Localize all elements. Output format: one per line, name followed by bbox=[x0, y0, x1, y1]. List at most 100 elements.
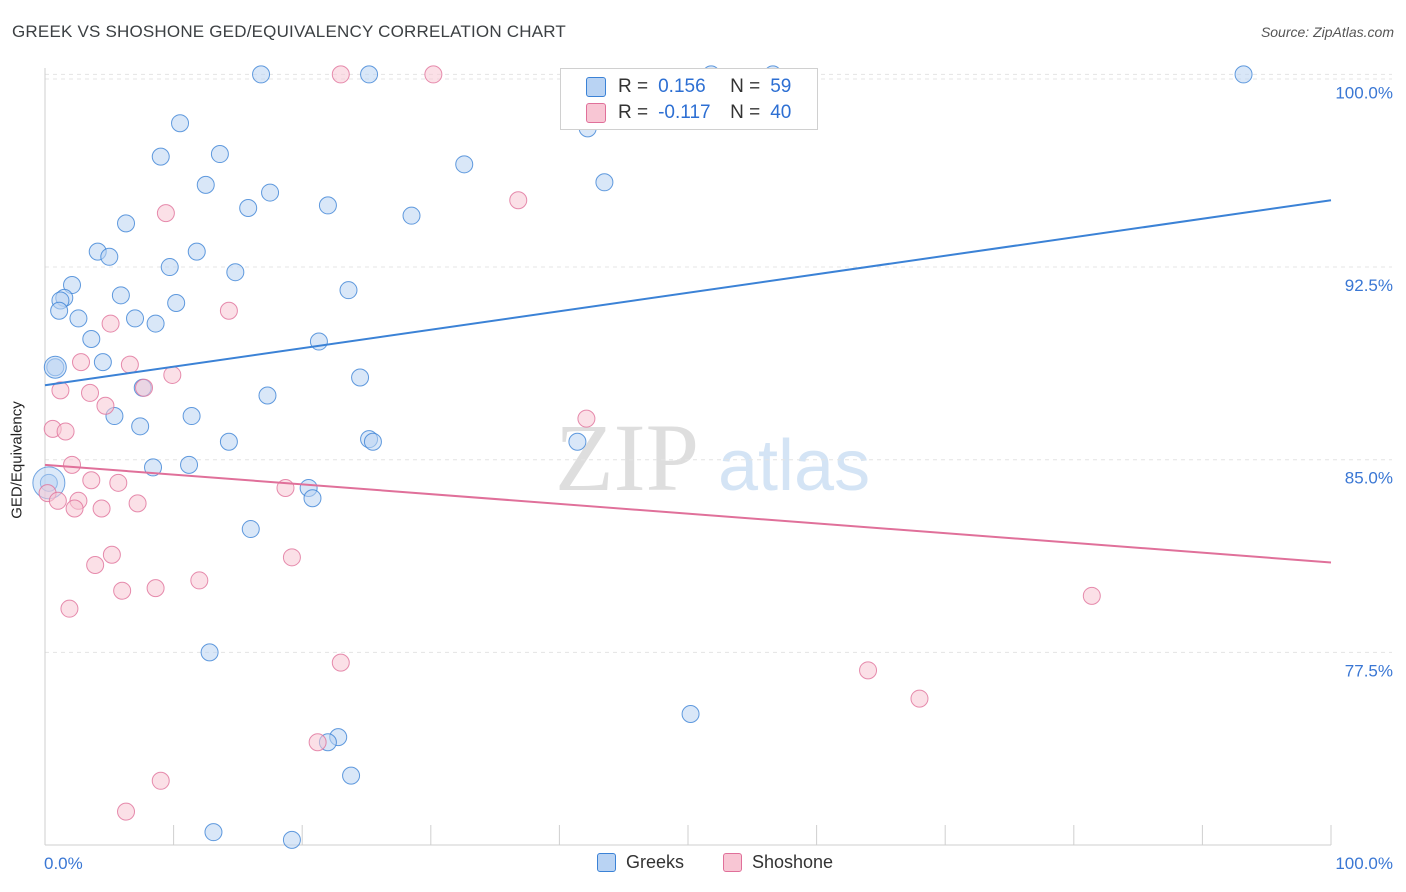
shoshone-point-25 bbox=[128, 494, 147, 513]
greeks-point-15 bbox=[402, 206, 421, 225]
greeks-point-28 bbox=[50, 301, 69, 320]
greeks-point-19 bbox=[187, 242, 206, 261]
y-tick-label-3: 100.0% bbox=[1335, 83, 1393, 102]
shoshone-point-20 bbox=[109, 473, 128, 492]
greeks-point-41 bbox=[131, 417, 150, 436]
shoshone-point-15 bbox=[577, 409, 596, 428]
shoshone-point-10 bbox=[81, 383, 100, 402]
gridlines bbox=[45, 73, 1392, 653]
x-tick-label-1: 100.0% bbox=[1335, 854, 1393, 873]
shoshone-point-38 bbox=[151, 771, 170, 790]
greeks-point-58 bbox=[282, 830, 301, 849]
shoshone-point-16 bbox=[63, 455, 82, 474]
shoshone-point-34 bbox=[331, 653, 350, 672]
greeks-point-38 bbox=[258, 386, 277, 405]
y-tick-label-2: 92.5% bbox=[1345, 276, 1393, 295]
watermark-zip: ZIP bbox=[555, 404, 699, 511]
legend-item-greeks[interactable]: Greeks bbox=[597, 852, 684, 873]
shoshone-point-37 bbox=[308, 733, 327, 752]
shoshone-point-6 bbox=[72, 353, 91, 372]
shoshone-points bbox=[38, 65, 1101, 821]
greeks-point-32 bbox=[82, 329, 101, 348]
greeks-point-27 bbox=[167, 294, 186, 313]
shoshone-point-3 bbox=[156, 204, 175, 223]
shoshone-point-36 bbox=[910, 689, 929, 708]
greeks-point-30 bbox=[126, 309, 145, 328]
greeks-point-8 bbox=[210, 145, 229, 164]
greeks-legend-label: Greeks bbox=[626, 852, 685, 872]
greeks-point-0 bbox=[252, 65, 271, 84]
stats-row-greeks: R = 0.156 N = 59 bbox=[561, 74, 791, 100]
shoshone-point-8 bbox=[163, 365, 182, 384]
greeks-point-31 bbox=[146, 314, 165, 333]
y-tick-labels: 77.5% 85.0% 92.5% 100.0% bbox=[1335, 83, 1393, 680]
greeks-point-44 bbox=[219, 432, 238, 451]
greeks-point-53 bbox=[681, 705, 700, 723]
shoshone-point-31 bbox=[146, 579, 165, 598]
shoshone-point-4 bbox=[219, 301, 238, 320]
shoshone-legend-swatch bbox=[723, 853, 742, 872]
greeks-point-43 bbox=[363, 432, 382, 451]
greeks-trend-line bbox=[44, 199, 1332, 387]
shoshone-point-23 bbox=[65, 499, 84, 518]
greeks-point-51 bbox=[241, 520, 260, 539]
greeks-point-46 bbox=[144, 458, 163, 477]
greeks-point-16 bbox=[117, 214, 136, 233]
shoshone-point-33 bbox=[1082, 586, 1101, 605]
greeks-point-25 bbox=[339, 281, 358, 300]
greeks-point-21 bbox=[226, 263, 245, 282]
greeks-point-20 bbox=[160, 258, 179, 277]
greeks-point-10 bbox=[196, 175, 215, 194]
shoshone-point-26 bbox=[102, 545, 121, 564]
shoshone-point-28 bbox=[282, 548, 301, 567]
shoshone-point-18 bbox=[48, 491, 67, 510]
trend-lines bbox=[44, 199, 1332, 564]
shoshone-point-19 bbox=[82, 471, 101, 490]
shoshone-point-12 bbox=[96, 396, 115, 415]
legend-item-shoshone[interactable]: Shoshone bbox=[723, 852, 833, 873]
shoshone-point-29 bbox=[190, 571, 209, 590]
greeks-r-value: 0.156 bbox=[658, 76, 706, 97]
shoshone-point-14 bbox=[56, 422, 75, 441]
greeks-point-4 bbox=[1234, 65, 1253, 84]
shoshone-point-35 bbox=[859, 661, 878, 680]
shoshone-point-1 bbox=[424, 65, 443, 84]
shoshone-r-label: R = bbox=[618, 102, 649, 123]
shoshone-point-27 bbox=[86, 556, 105, 575]
x-tick-label-0: 0.0% bbox=[44, 854, 83, 873]
x-tick-labels: 0.0% 100.0% bbox=[44, 854, 1393, 873]
shoshone-point-5 bbox=[101, 314, 120, 333]
greeks-point-56 bbox=[342, 766, 361, 785]
greeks-point-14 bbox=[239, 198, 258, 217]
greeks-point-50 bbox=[303, 489, 322, 508]
greeks-point-24 bbox=[111, 286, 130, 305]
greeks-point-29 bbox=[69, 309, 88, 328]
shoshone-point-0 bbox=[331, 65, 350, 84]
y-tick-label-0: 77.5% bbox=[1345, 661, 1393, 680]
shoshone-point-7 bbox=[120, 355, 139, 374]
greeks-point-40 bbox=[182, 407, 201, 426]
greeks-point-11 bbox=[261, 183, 280, 202]
greeks-n-label: N = bbox=[730, 76, 761, 97]
greeks-point-18 bbox=[100, 247, 119, 266]
shoshone-point-9 bbox=[51, 381, 70, 400]
shoshone-point-11 bbox=[135, 378, 154, 397]
greeks-point-45 bbox=[568, 432, 587, 451]
greeks-point-47 bbox=[180, 455, 199, 474]
shoshone-legend-label: Shoshone bbox=[752, 852, 834, 872]
shoshone-trend-line bbox=[44, 463, 1332, 564]
source-label: Source: ZipAtlas.com bbox=[1260, 24, 1394, 40]
greeks-point-1 bbox=[360, 65, 379, 84]
shoshone-point-30 bbox=[113, 581, 132, 600]
greeks-point-57 bbox=[204, 823, 223, 842]
shoshone-swatch bbox=[586, 103, 606, 123]
greeks-r-label: R = bbox=[618, 76, 649, 97]
shoshone-point-2 bbox=[509, 191, 528, 210]
greeks-legend-swatch bbox=[597, 853, 616, 872]
greeks-point-34 bbox=[93, 353, 112, 372]
watermark: ZIP atlas bbox=[555, 404, 870, 511]
greeks-n-value: 59 bbox=[770, 76, 792, 97]
greeks-point-large-a bbox=[43, 355, 67, 379]
greeks-swatch bbox=[586, 77, 606, 97]
